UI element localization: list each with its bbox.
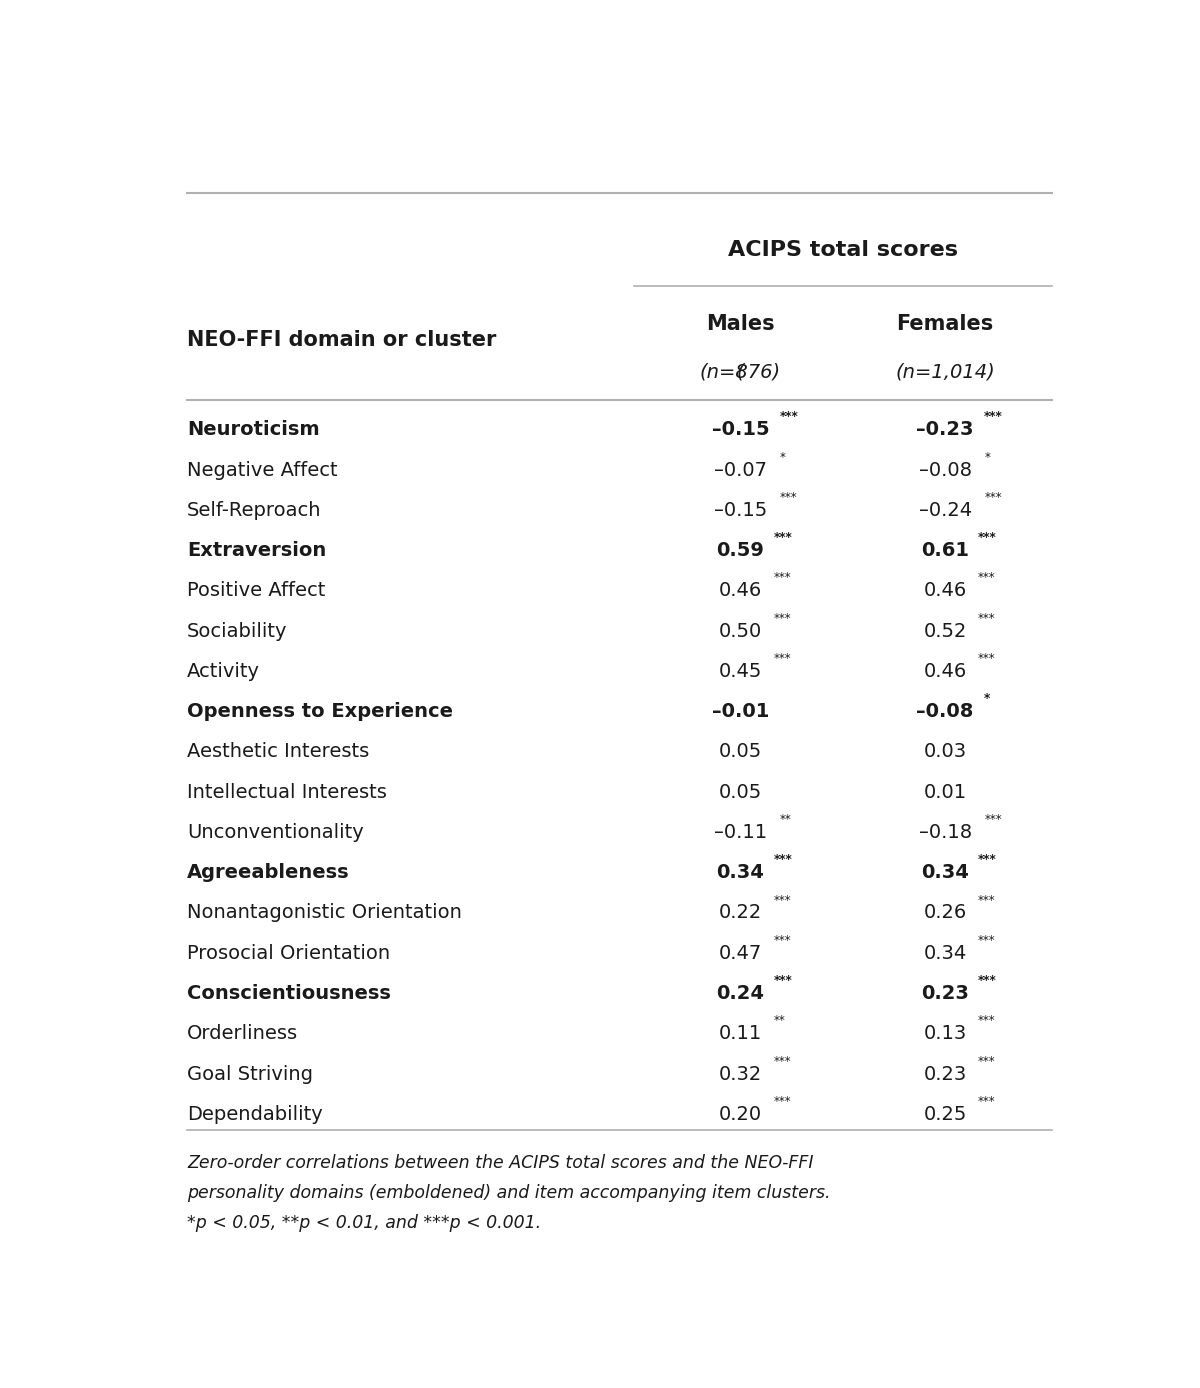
Text: Positive Affect: Positive Affect [187, 582, 325, 601]
Text: 0.34: 0.34 [922, 863, 970, 883]
Text: ***: *** [978, 974, 997, 987]
Text: Prosocial Orientation: Prosocial Orientation [187, 944, 390, 963]
Text: ***: *** [978, 854, 997, 866]
Text: 0.03: 0.03 [924, 743, 967, 762]
Text: 0.59: 0.59 [716, 541, 764, 559]
Text: Openness to Experience: Openness to Experience [187, 702, 454, 722]
Text: ***: *** [773, 652, 791, 665]
Text: –0.23: –0.23 [917, 421, 974, 439]
Text: ***: *** [984, 411, 1003, 423]
Text: Self-Reproach: Self-Reproach [187, 501, 322, 519]
Text: –0.11: –0.11 [714, 823, 767, 843]
Text: (n=876): (n=876) [700, 362, 781, 382]
Text: 0.01: 0.01 [924, 783, 967, 802]
Text: ***: *** [978, 572, 996, 584]
Text: 0.23: 0.23 [922, 984, 970, 1004]
Text: Neuroticism: Neuroticism [187, 421, 320, 439]
Text: –0.08: –0.08 [919, 461, 972, 479]
Text: Females: Females [896, 314, 994, 333]
Text: 0.46: 0.46 [924, 582, 967, 601]
Text: ***: *** [984, 813, 1002, 826]
Text: 0.46: 0.46 [924, 662, 967, 682]
Text: ***: *** [978, 1095, 996, 1108]
Text: ***: *** [978, 1055, 996, 1067]
Text: Sociability: Sociability [187, 622, 288, 641]
Text: Extraversion: Extraversion [187, 541, 326, 559]
Text: (: ( [737, 362, 744, 382]
Text: 0.05: 0.05 [719, 743, 762, 762]
Text: 0.25: 0.25 [924, 1105, 967, 1124]
Text: ***: *** [773, 572, 791, 584]
Text: 0.50: 0.50 [719, 622, 762, 641]
Text: 0.32: 0.32 [719, 1065, 762, 1084]
Text: 0.26: 0.26 [924, 904, 967, 923]
Text: Unconventionality: Unconventionality [187, 823, 364, 843]
Text: 0.52: 0.52 [924, 622, 967, 641]
Text: Zero-order correlations between the ACIPS total scores and the NEO-FFI: Zero-order correlations between the ACIP… [187, 1153, 814, 1171]
Text: 0.23: 0.23 [924, 1065, 967, 1084]
Text: ***: *** [773, 1095, 791, 1108]
Text: ***: *** [984, 491, 1002, 504]
Text: 0.05: 0.05 [719, 783, 762, 802]
Text: 0.13: 0.13 [924, 1024, 967, 1044]
Text: ***: *** [773, 854, 792, 866]
Text: 0.22: 0.22 [719, 904, 762, 923]
Text: *: * [984, 451, 990, 464]
Text: ***: *** [773, 894, 791, 906]
Text: ***: *** [780, 411, 798, 423]
Text: 0.34: 0.34 [924, 944, 967, 963]
Text: –0.07: –0.07 [714, 461, 767, 479]
Text: Orderliness: Orderliness [187, 1024, 299, 1044]
Text: 0.24: 0.24 [716, 984, 764, 1004]
Text: *p < 0.05, **p < 0.01, and ***p < 0.001.: *p < 0.05, **p < 0.01, and ***p < 0.001. [187, 1213, 541, 1231]
Text: ***: *** [978, 652, 996, 665]
Text: Conscientiousness: Conscientiousness [187, 984, 391, 1004]
Text: –0.01: –0.01 [712, 702, 769, 722]
Text: 0.20: 0.20 [719, 1105, 762, 1124]
Text: Negative Affect: Negative Affect [187, 461, 338, 479]
Text: Aesthetic Interests: Aesthetic Interests [187, 743, 370, 762]
Text: **: ** [780, 813, 791, 826]
Text: *: * [780, 451, 786, 464]
Text: ***: *** [773, 974, 792, 987]
Text: –0.24: –0.24 [918, 501, 972, 519]
Text: personality domains (emboldened) and item accompanying item clusters.: personality domains (emboldened) and ite… [187, 1184, 830, 1202]
Text: ***: *** [978, 1015, 996, 1027]
Text: 0.47: 0.47 [719, 944, 762, 963]
Text: Dependability: Dependability [187, 1105, 323, 1124]
Text: ***: *** [978, 612, 996, 625]
Text: –0.18: –0.18 [918, 823, 972, 843]
Text: 0.45: 0.45 [719, 662, 762, 682]
Text: 0.34: 0.34 [716, 863, 764, 883]
Text: –0.15: –0.15 [712, 421, 769, 439]
Text: ACIPS total scores: ACIPS total scores [728, 240, 958, 260]
Text: (n=1,014): (n=1,014) [895, 362, 995, 382]
Text: ***: *** [780, 491, 797, 504]
Text: NEO-FFI domain or cluster: NEO-FFI domain or cluster [187, 330, 497, 350]
Text: ***: *** [978, 532, 997, 544]
Text: **: ** [773, 1015, 785, 1027]
Text: Goal Striving: Goal Striving [187, 1065, 313, 1084]
Text: 0.46: 0.46 [719, 582, 762, 601]
Text: Agreeableness: Agreeableness [187, 863, 350, 883]
Text: ***: *** [978, 934, 996, 947]
Text: 0.11: 0.11 [719, 1024, 762, 1044]
Text: ***: *** [773, 1055, 791, 1067]
Text: –0.08: –0.08 [917, 702, 974, 722]
Text: *: * [984, 693, 990, 705]
Text: Intellectual Interests: Intellectual Interests [187, 783, 388, 802]
Text: Nonantagonistic Orientation: Nonantagonistic Orientation [187, 904, 462, 923]
Text: ***: *** [773, 532, 792, 544]
Text: ***: *** [978, 894, 996, 906]
Text: ***: *** [773, 934, 791, 947]
Text: –0.15: –0.15 [714, 501, 767, 519]
Text: Males: Males [707, 314, 775, 333]
Text: 0.61: 0.61 [922, 541, 970, 559]
Text: Activity: Activity [187, 662, 260, 682]
Text: ***: *** [773, 612, 791, 625]
